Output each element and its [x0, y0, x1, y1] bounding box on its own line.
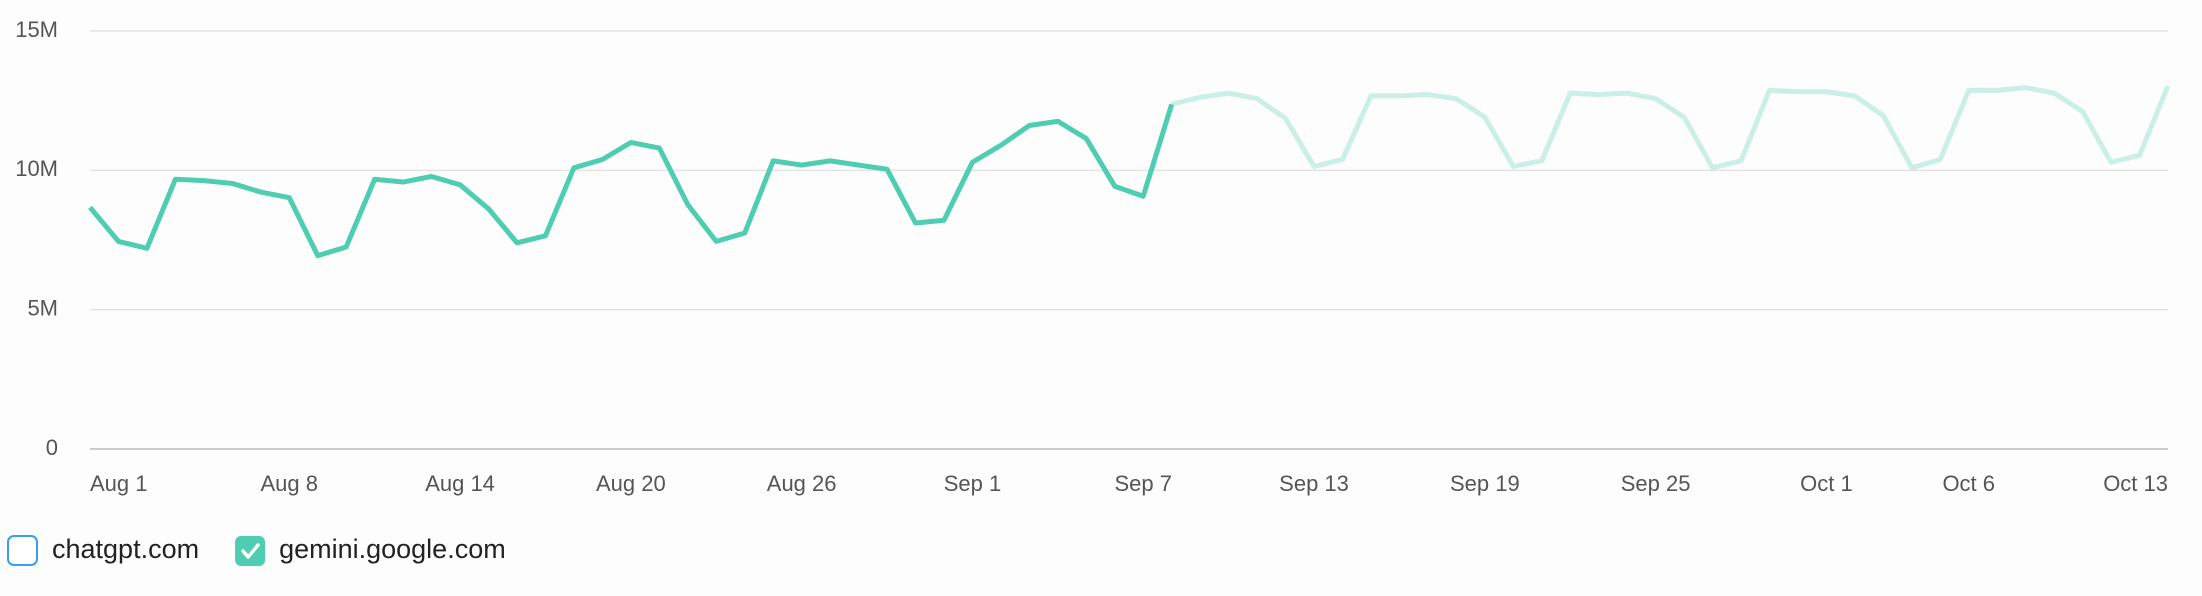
y-tick-label: 15M	[15, 17, 58, 42]
x-tick-label: Sep 7	[1114, 471, 1172, 496]
legend-checkbox[interactable]	[7, 535, 38, 566]
check-icon	[241, 543, 260, 559]
x-tick-label: Oct 1	[1800, 471, 1853, 496]
x-tick-label: Sep 1	[944, 471, 1002, 496]
x-tick-label: Aug 14	[425, 471, 495, 496]
x-tick-label: Oct 13	[2103, 471, 2168, 496]
x-tick-label: Aug 26	[767, 471, 837, 496]
x-tick-label: Sep 25	[1621, 471, 1691, 496]
x-tick-label: Oct 6	[1942, 471, 1995, 496]
y-tick-label: 5M	[27, 295, 58, 320]
x-tick-label: Sep 19	[1450, 471, 1520, 496]
projected-line	[1171, 84, 2171, 171]
x-tick-label: Aug 20	[596, 471, 666, 496]
y-tick-label: 0	[46, 435, 58, 460]
series-line	[88, 103, 1175, 259]
x-tick-label: Aug 1	[90, 471, 148, 496]
legend-label[interactable]: gemini.google.com	[279, 534, 506, 564]
legend-label[interactable]: chatgpt.com	[52, 534, 199, 564]
y-tick-label: 10M	[15, 156, 58, 181]
x-tick-label: Sep 13	[1279, 471, 1349, 496]
legend-checkbox[interactable]	[235, 536, 266, 566]
x-tick-label: Aug 8	[261, 471, 319, 496]
